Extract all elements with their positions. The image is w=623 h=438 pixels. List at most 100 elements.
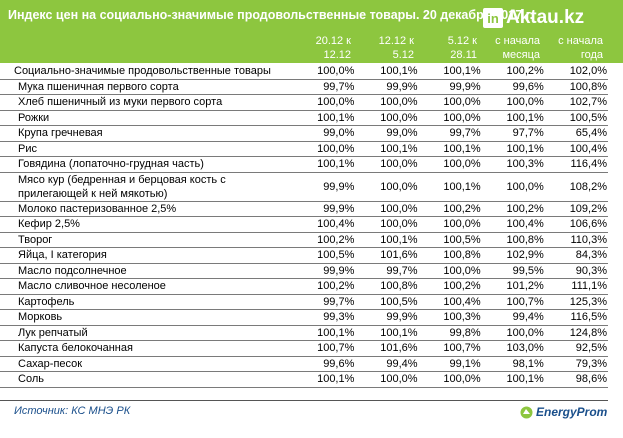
table-row: Молоко пастеризованное 2,5% 99,9% 100,0% 10…: [0, 201, 608, 217]
index-value: 100,0%: [418, 110, 482, 126]
footer-divider: [0, 400, 608, 401]
index-value: 98,6%: [544, 371, 608, 388]
product-name: Рис: [0, 141, 293, 157]
index-value: 100,8%: [481, 232, 545, 248]
table-row: Сахар-песок 99,6% 99,4% 99,1% 98,1% 79,3%: [0, 356, 608, 372]
index-value: 100,2%: [292, 278, 356, 295]
index-value: 111,1%: [544, 278, 608, 295]
index-value: 99,9%: [418, 79, 482, 95]
index-value: 100,0%: [292, 64, 356, 80]
index-value: 100,1%: [355, 141, 419, 157]
index-value: 101,6%: [355, 247, 419, 264]
table-row: Соль 100,1% 100,0% 100,0% 100,1% 98,6%: [0, 371, 608, 388]
table-row: Мясо кур (бедренная и берцовая кость с п…: [0, 172, 608, 202]
index-value: 108,2%: [544, 172, 608, 202]
index-value: 99,4%: [355, 356, 419, 372]
index-value: 100,0%: [418, 263, 482, 279]
index-value: 100,1%: [418, 141, 482, 157]
index-value: 101,2%: [481, 278, 545, 295]
index-value: 99,0%: [355, 125, 419, 142]
header-col-5: с начала года: [558, 35, 603, 61]
product-name: Масло сливочное несоленое: [0, 278, 293, 295]
index-value: 100,3%: [481, 156, 545, 173]
index-value: 99,7%: [418, 125, 482, 142]
index-value: 100,7%: [418, 340, 482, 357]
index-value: 99,9%: [292, 201, 356, 217]
product-name: Яйца, I категория: [0, 247, 293, 264]
table-row-total: Социально-значимые продовольственные тов…: [0, 64, 608, 80]
index-value: 100,0%: [355, 201, 419, 217]
index-value: 100,1%: [355, 64, 419, 80]
table-row: Кефир 2,5% 100,4% 100,0% 100,0% 100,4% 106,6%: [0, 216, 608, 233]
table-row: Крупа гречневая 99,0% 99,0% 99,7% 97,7% 65,4%: [0, 125, 608, 142]
title-bar: Индекс цен на социально-значимые продово…: [0, 0, 623, 38]
table-row: Капуста белокочанная 100,7% 101,6% 100,7% 10…: [0, 340, 608, 357]
index-value: 103,0%: [481, 340, 545, 357]
index-value: 100,4%: [481, 216, 545, 233]
index-value: 99,1%: [418, 356, 482, 372]
header-col-4: с начала месяца: [495, 35, 540, 61]
index-value: 99,7%: [355, 263, 419, 279]
index-value: 99,9%: [355, 309, 419, 326]
index-value: 106,6%: [544, 216, 608, 233]
energyprom-icon: [520, 406, 533, 418]
price-index-table: Социально-значимые продовольственные тов…: [0, 64, 608, 388]
index-value: 99,7%: [292, 294, 356, 310]
index-value: 100,5%: [355, 294, 419, 310]
header-col-2: 12.12 к 5.12: [378, 35, 414, 61]
energyprom-brand: EnergyProm: [520, 405, 607, 419]
index-value: 100,4%: [292, 216, 356, 233]
product-name: Сахар-песок: [0, 356, 293, 372]
table-row: Яйца, I категория 100,5% 101,6% 100,8% 102,9…: [0, 247, 608, 264]
index-value: 100,1%: [418, 172, 482, 202]
index-value: 99,9%: [292, 263, 356, 279]
product-name: Говядина (лопаточно-грудная часть): [0, 156, 293, 173]
product-name: Лук репчатый: [0, 325, 293, 341]
product-name: Картофель: [0, 294, 293, 310]
index-value: 100,8%: [418, 247, 482, 264]
index-value: 99,9%: [292, 172, 356, 202]
index-value: 92,5%: [544, 340, 608, 357]
product-name: Кефир 2,5%: [0, 216, 293, 233]
index-value: 100,0%: [355, 172, 419, 202]
index-value: 97,7%: [481, 125, 545, 142]
header-col-3: 5.12 к 28.11: [447, 35, 477, 61]
brand-text: EnergyProm: [536, 405, 608, 419]
index-value: 100,0%: [292, 94, 356, 111]
product-name: Мука пшеничная первого сорта: [0, 79, 293, 95]
index-value: 100,2%: [418, 278, 482, 295]
index-value: 100,1%: [481, 110, 545, 126]
index-value: 99,5%: [481, 263, 545, 279]
table-row: Говядина (лопаточно-грудная часть) 100,1%…: [0, 156, 608, 173]
table-row: Морковь 99,3% 99,9% 100,3% 99,4% 116,5%: [0, 309, 608, 326]
index-value: 102,0%: [544, 64, 608, 80]
index-value: 65,4%: [544, 125, 608, 142]
index-value: 99,9%: [355, 79, 419, 95]
table-row: Мука пшеничная первого сорта 99,7% 99,9% 99…: [0, 79, 608, 95]
index-value: 100,0%: [355, 110, 419, 126]
index-value: 100,1%: [292, 325, 356, 341]
header-col-1: 20.12 к 12.12: [315, 35, 351, 61]
aktau-logo: in Aktau.kz: [483, 4, 584, 32]
index-value: 100,1%: [481, 141, 545, 157]
index-value: 100,0%: [418, 216, 482, 233]
table-row: Картофель 99,7% 100,5% 100,4% 100,7% 125,3%: [0, 294, 608, 310]
index-value: 109,2%: [544, 201, 608, 217]
index-value: 100,0%: [355, 371, 419, 388]
index-value: 101,6%: [355, 340, 419, 357]
index-value: 100,0%: [481, 325, 545, 341]
table-row: Рожки 100,1% 100,0% 100,0% 100,1% 100,5%: [0, 110, 608, 126]
index-value: 100,5%: [544, 110, 608, 126]
index-value: 100,1%: [355, 325, 419, 341]
index-value: 100,5%: [292, 247, 356, 264]
index-value: 90,3%: [544, 263, 608, 279]
index-value: 100,0%: [481, 94, 545, 111]
product-name: Соль: [0, 371, 293, 388]
index-value: 84,3%: [544, 247, 608, 264]
index-value: 100,5%: [418, 232, 482, 248]
table-row: Творог 100,2% 100,1% 100,5% 100,8% 110,3%: [0, 232, 608, 248]
index-value: 100,0%: [355, 216, 419, 233]
index-value: 124,8%: [544, 325, 608, 341]
index-value: 100,0%: [418, 156, 482, 173]
index-value: 99,6%: [481, 79, 545, 95]
